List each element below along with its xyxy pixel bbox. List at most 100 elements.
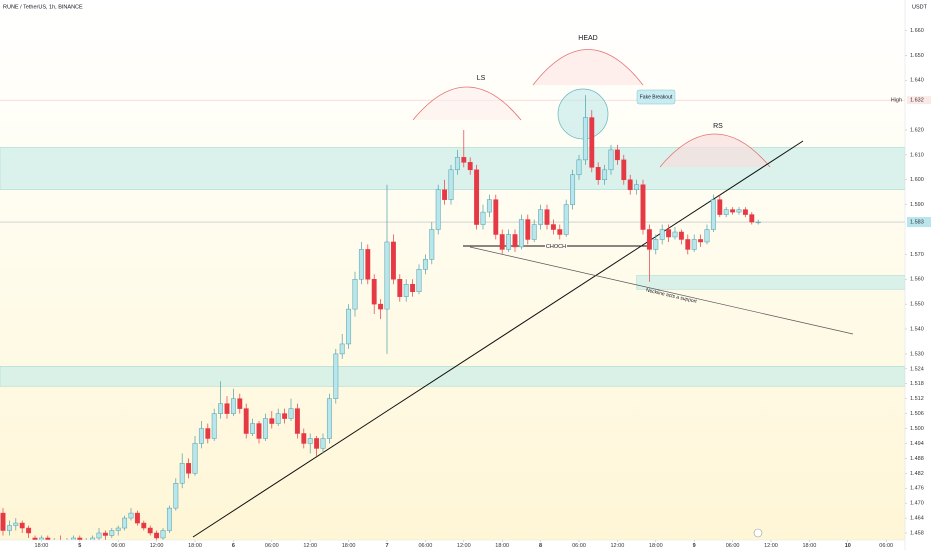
candle-body <box>416 269 422 292</box>
candle-body <box>198 428 204 444</box>
candle-body <box>563 204 569 235</box>
choch-label: CHOCH <box>546 244 566 250</box>
candle-body <box>531 224 537 240</box>
plot-background <box>0 0 905 540</box>
last-price-box <box>907 217 931 228</box>
head-arc <box>532 49 644 86</box>
candle-body <box>211 413 217 439</box>
x-tick-label: 06:00 <box>726 543 740 549</box>
y-tick-label: 1.660 <box>910 28 924 34</box>
candle-body <box>192 443 198 474</box>
candle-body <box>442 189 448 200</box>
candle-body <box>378 303 384 310</box>
candle-body <box>122 517 128 529</box>
y-tick-label: 1.610 <box>910 152 924 158</box>
candle-body <box>128 512 134 519</box>
symbol-title: RUNE / TetherUS, 1h, BINANCE <box>3 4 83 10</box>
candle-body <box>608 149 614 171</box>
candle-body <box>435 189 441 230</box>
trendline <box>192 140 804 538</box>
candle-body <box>653 239 659 250</box>
candle-body <box>205 428 211 439</box>
candle-body <box>288 408 294 419</box>
y-tick-label: 1.530 <box>910 351 924 357</box>
x-tick-label: 12:00 <box>150 543 164 549</box>
candle-body <box>634 184 640 190</box>
candle-body <box>314 438 320 449</box>
candle-body <box>32 537 38 540</box>
candle-body <box>256 423 262 439</box>
ls-label: LS <box>477 75 486 82</box>
candle-body <box>589 117 595 168</box>
y-tick-label: 1.540 <box>910 326 924 332</box>
high-label: High <box>891 98 902 104</box>
candle-body <box>499 234 505 250</box>
candle-body <box>352 279 358 310</box>
y-tick-label: 1.500 <box>910 426 924 432</box>
currency-label: USDT <box>912 4 928 10</box>
x-tick-label: 18:00 <box>188 543 202 549</box>
candles <box>0 95 761 540</box>
candle-body <box>179 463 185 484</box>
fake-breakout-label: Fake Breakout <box>640 94 673 100</box>
candle-body <box>19 522 25 529</box>
y-tick-label: 1.470 <box>910 501 924 507</box>
candle-body <box>506 234 512 250</box>
candle-body <box>621 159 627 181</box>
candle-body <box>429 229 435 260</box>
candle-body <box>13 522 19 526</box>
candle-body <box>685 239 691 250</box>
zone <box>0 366 905 387</box>
candle-body <box>659 229 665 240</box>
ls-arc <box>412 86 522 121</box>
candle-body <box>224 403 230 414</box>
y-tick-label: 1.488 <box>910 456 924 462</box>
candle-body <box>384 241 390 310</box>
candle-body <box>422 259 428 270</box>
zone <box>636 275 905 290</box>
x-tick-label: 18:00 <box>35 543 49 549</box>
candle-body <box>525 219 531 240</box>
candle-body <box>755 221 761 224</box>
candle-body <box>461 157 467 163</box>
candle-body <box>307 438 313 444</box>
x-tick-label: 18:00 <box>342 543 356 549</box>
candle-body <box>570 174 576 205</box>
candle-body <box>454 157 460 171</box>
candle-body <box>262 418 268 439</box>
candle-body <box>602 169 608 181</box>
candle-body <box>486 199 492 213</box>
x-tick-label: 12:00 <box>764 543 778 549</box>
choch-label-bg <box>545 242 567 250</box>
event-icon[interactable] <box>753 528 763 538</box>
candle-body <box>666 229 672 238</box>
y-tick-label: 1.650 <box>910 53 924 59</box>
candle-body <box>474 169 480 225</box>
candle-body <box>38 537 44 540</box>
candle-body <box>717 199 723 215</box>
candle-body <box>346 308 352 345</box>
x-tick-label: 06:00 <box>879 543 893 549</box>
candle-body <box>243 408 249 434</box>
x-tick-label: 18:00 <box>803 543 817 549</box>
y-tick-label: 1.458 <box>910 530 924 536</box>
x-tick-label: 12:00 <box>457 543 471 549</box>
candle-body <box>365 249 371 280</box>
y-tick-label: 1.590 <box>910 202 924 208</box>
y-tick-label: 1.640 <box>910 78 924 84</box>
candle-body <box>557 229 563 235</box>
candle-body <box>403 283 409 297</box>
candle-body <box>646 229 652 250</box>
candle-body <box>96 532 102 539</box>
candle-body <box>326 398 332 439</box>
candle-body <box>538 209 544 225</box>
candle-body <box>742 209 748 215</box>
x-tick-label: 5 <box>78 543 81 549</box>
candle-body <box>282 413 288 419</box>
candle-body <box>582 117 588 161</box>
candle-body <box>710 199 716 230</box>
candle-body <box>397 279 403 297</box>
candle-body <box>678 231 684 240</box>
candle-body <box>102 532 108 536</box>
